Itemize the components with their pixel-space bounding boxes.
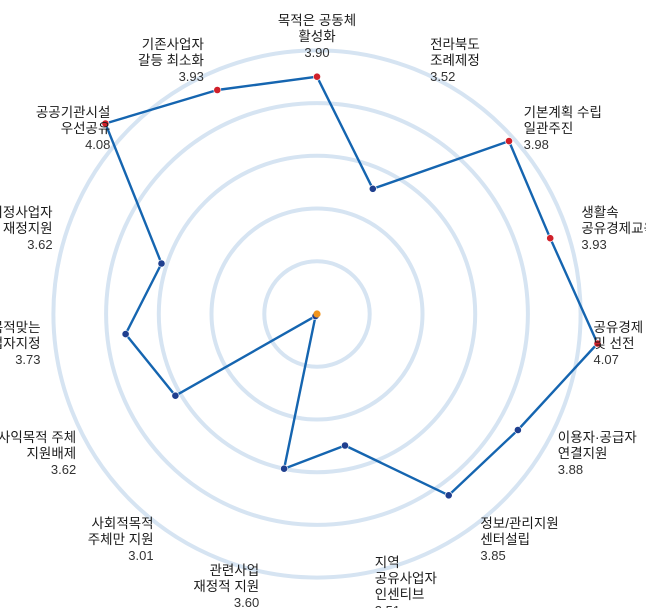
- axis-label-6-line-2: 연결지원: [558, 446, 608, 461]
- axis-label-10-line-2: 주체만 지원: [88, 532, 154, 547]
- axis-label-7-line-2: 센터설립: [480, 532, 530, 547]
- data-point-9: [280, 464, 288, 473]
- data-point-1: [313, 72, 321, 81]
- axis-label-11-line-1: 사익목적 주체: [0, 430, 76, 445]
- data-point-3: [505, 137, 513, 145]
- grid-ring-4: [104, 101, 530, 527]
- data-point-5: [593, 339, 602, 348]
- axis-value-1: 3.90: [304, 45, 329, 60]
- center-marker: [313, 310, 321, 318]
- data-points: [101, 72, 602, 500]
- axis-label-group-8: 지역공유사업자인센티브3.51: [375, 555, 438, 608]
- axis-value-7: 3.85: [480, 548, 505, 563]
- series-polygon: [104, 75, 599, 497]
- axis-label-6-line-1: 이용자·공급자: [558, 430, 638, 445]
- axis-label-4-line-2: 공유경제교육: [581, 221, 646, 236]
- grid-rings: [51, 48, 583, 580]
- axis-label-8-line-2: 공유사업자: [375, 571, 438, 586]
- axis-value-11: 3.62: [51, 462, 76, 477]
- axis-label-13-line-1: 지정사업자: [0, 205, 53, 220]
- axis-label-1-line-2: 활성화: [298, 29, 335, 44]
- data-point-11: [171, 391, 180, 400]
- grid-ring-5: [51, 48, 583, 580]
- axis-label-11-line-2: 지원배제: [27, 446, 77, 461]
- axis-label-14-line-2: 우선공유: [61, 121, 111, 136]
- axis-label-5-line-2: 및 선전: [594, 336, 635, 351]
- axis-label-1-line-1: 목적은 공동체: [278, 13, 356, 28]
- data-point-15: [213, 86, 222, 94]
- axis-label-group-13: 지정사업자재정지원3.62: [0, 205, 53, 252]
- axis-label-8-line-3: 인센티브: [375, 587, 425, 602]
- axis-value-3: 3.98: [524, 137, 549, 152]
- axis-label-10-line-1: 사회적목적: [91, 516, 153, 531]
- axis-label-14-line-1: 공공기관시설: [36, 105, 111, 120]
- axis-value-9: 3.60: [234, 595, 259, 608]
- data-point-2: [368, 184, 377, 193]
- data-point-12: [121, 330, 130, 338]
- axis-value-12: 3.73: [15, 352, 40, 367]
- axis-value-15: 3.93: [179, 69, 204, 84]
- axis-label-4-line-1: 생활속: [581, 205, 618, 220]
- axis-value-2: 3.52: [430, 69, 455, 84]
- grid-ring-2: [209, 206, 425, 422]
- axis-label-13-line-2: 재정지원: [3, 221, 53, 236]
- data-point-4: [546, 234, 555, 243]
- axis-label-9-line-1: 관련사업: [210, 563, 260, 578]
- series-line: [104, 75, 599, 497]
- axis-label-9-line-2: 재정적 지원: [193, 579, 259, 594]
- axis-label-group-5: 공유경제 홍보및 선전4.07: [594, 320, 646, 367]
- axis-value-4: 3.93: [581, 237, 606, 252]
- data-point-14: [101, 119, 110, 128]
- axis-label-2-line-2: 조례제정: [430, 53, 480, 68]
- axis-label-2-line-1: 전라북도: [430, 37, 480, 52]
- axis-label-3-line-1: 기본계획 수립: [524, 105, 602, 120]
- axis-label-15-line-2: 갈등 최소화: [138, 53, 204, 68]
- axis-label-15-line-1: 기존사업자: [142, 37, 205, 52]
- axis-value-5: 4.07: [594, 352, 619, 367]
- axis-value-14: 4.08: [85, 137, 110, 152]
- axis-label-3-line-2: 일관주진: [524, 121, 574, 136]
- axis-value-10: 3.01: [128, 548, 153, 563]
- data-point-7: [444, 491, 453, 500]
- grid-ring-3: [156, 153, 478, 475]
- data-point-13: [157, 259, 166, 268]
- axis-label-group-4: 생활속공유경제교육3.93: [581, 205, 646, 252]
- axis-label-8-line-1: 지역: [375, 555, 400, 570]
- axis-label-12-line-1: 목적맞는: [0, 320, 41, 335]
- axis-label-5-line-1: 공유경제 홍보: [594, 320, 646, 335]
- axis-value-13: 3.62: [27, 237, 52, 252]
- axis-label-12-line-2: 사업자지정: [0, 336, 41, 351]
- axis-label-group-12: 목적맞는사업자지정3.73: [0, 320, 41, 367]
- axis-label-7-line-1: 정보/관리지원: [480, 516, 558, 531]
- data-point-6: [514, 426, 522, 434]
- grid-ring-1: [262, 259, 372, 369]
- axis-value-8: 3.51: [375, 603, 400, 608]
- data-point-8: [341, 441, 349, 450]
- axis-value-6: 3.88: [558, 462, 583, 477]
